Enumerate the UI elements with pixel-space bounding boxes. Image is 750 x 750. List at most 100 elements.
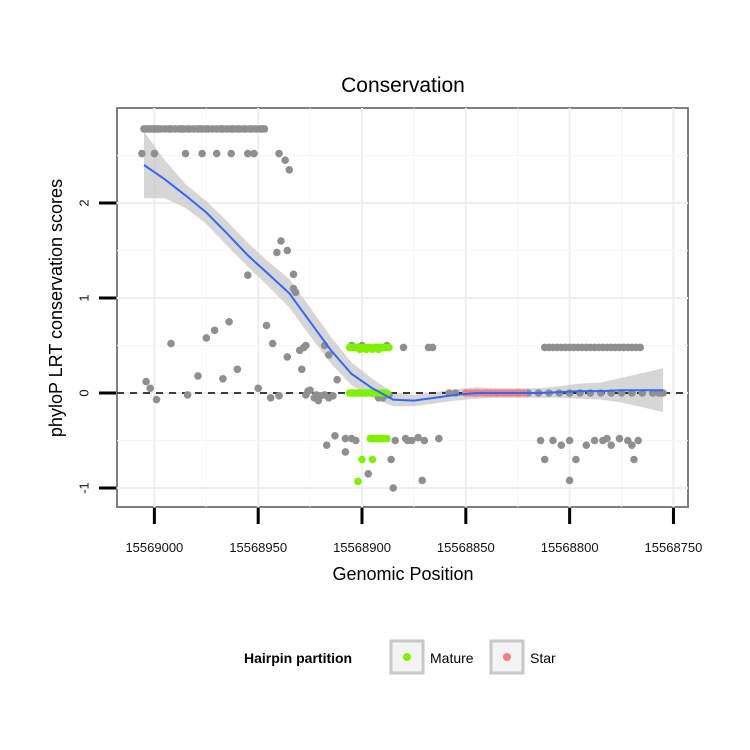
data-point-other bbox=[181, 149, 190, 158]
data-point-other bbox=[322, 441, 331, 450]
data-point-other bbox=[341, 448, 350, 456]
data-point-other bbox=[333, 375, 341, 384]
data-point-other bbox=[304, 387, 312, 395]
data-point-other bbox=[435, 434, 443, 443]
data-point-other bbox=[565, 436, 574, 445]
x-tick-label: 15568750 bbox=[645, 540, 703, 555]
data-point-other bbox=[289, 270, 298, 279]
data-point-other bbox=[582, 441, 591, 450]
data-point-other bbox=[283, 246, 292, 255]
data-point-other bbox=[414, 433, 422, 442]
legend-label-mature: Mature bbox=[430, 650, 474, 666]
data-point-other bbox=[233, 365, 242, 374]
data-point-other bbox=[146, 384, 154, 393]
data-point-other bbox=[549, 436, 557, 445]
y-tick-label: 2 bbox=[76, 199, 91, 206]
data-point-other bbox=[167, 339, 175, 348]
y-tick-label: -1 bbox=[76, 482, 91, 494]
data-point-other bbox=[283, 353, 292, 361]
y-tick-label: 1 bbox=[76, 294, 91, 301]
data-point-other bbox=[281, 156, 290, 164]
data-point-other bbox=[634, 436, 642, 445]
data-point-other bbox=[194, 372, 202, 380]
data-point-other bbox=[210, 326, 219, 335]
legend-label-star: Star bbox=[530, 650, 556, 666]
smooth-line bbox=[143, 164, 664, 402]
data-point-other bbox=[630, 455, 638, 464]
data-point-other bbox=[364, 470, 373, 478]
data-points-group bbox=[138, 125, 667, 492]
data-point-mature bbox=[383, 434, 391, 443]
data-point-other bbox=[260, 125, 269, 133]
data-point-other bbox=[536, 436, 545, 445]
data-point-other bbox=[399, 343, 408, 352]
data-point-other bbox=[291, 288, 300, 297]
data-point-other bbox=[590, 436, 599, 445]
legend-title: Hairpin partition bbox=[244, 650, 352, 666]
data-point-other bbox=[557, 441, 566, 450]
data-point-other bbox=[636, 343, 644, 352]
data-point-other bbox=[150, 149, 159, 158]
data-point-other bbox=[285, 166, 294, 174]
data-point-other bbox=[408, 436, 416, 445]
chart-title: Conservation bbox=[341, 74, 465, 97]
data-point-other bbox=[225, 318, 233, 326]
data-point-mature bbox=[385, 343, 393, 352]
legend-dot-mature bbox=[403, 653, 411, 661]
data-point-other bbox=[250, 149, 258, 158]
data-point-other bbox=[138, 149, 146, 158]
data-point-mature bbox=[358, 455, 366, 464]
legend: Hairpin partition Mature Star bbox=[244, 639, 556, 675]
data-point-other bbox=[387, 455, 395, 464]
data-point-other bbox=[212, 149, 221, 158]
confidence-band-group bbox=[144, 131, 664, 413]
data-point-other bbox=[273, 248, 281, 257]
data-point-other bbox=[268, 339, 277, 348]
data-point-other bbox=[142, 377, 150, 386]
data-point-other bbox=[219, 375, 227, 383]
confidence-band bbox=[144, 131, 664, 413]
data-point-other bbox=[603, 434, 611, 443]
data-point-other bbox=[389, 484, 398, 492]
y-axis-title: phyloP LRT conservation scores bbox=[46, 179, 66, 437]
x-tick-label: 15568800 bbox=[541, 540, 599, 555]
data-point-other bbox=[202, 334, 211, 342]
data-point-other bbox=[607, 441, 615, 450]
data-point-other bbox=[565, 476, 574, 485]
data-point-other bbox=[183, 391, 192, 399]
legend-dot-star bbox=[503, 653, 511, 661]
data-point-other bbox=[341, 434, 350, 443]
data-point-other bbox=[254, 384, 262, 393]
data-point-other bbox=[298, 365, 306, 374]
plot-border bbox=[116, 107, 689, 508]
data-point-other bbox=[302, 341, 310, 350]
data-point-other bbox=[391, 436, 400, 445]
y-axis: -1 0 1 2 bbox=[76, 199, 116, 494]
data-point-other bbox=[244, 149, 252, 158]
data-point-other bbox=[227, 149, 235, 158]
x-axis: 15569000 15568950 15568900 15568850 15568800… bbox=[125, 508, 702, 555]
y-tick-label: 0 bbox=[76, 389, 91, 396]
data-point-other bbox=[266, 394, 275, 402]
data-point-other bbox=[352, 436, 360, 445]
data-point-other bbox=[262, 321, 271, 330]
data-point-other bbox=[198, 149, 206, 158]
x-axis-title: Genomic Position bbox=[332, 564, 473, 584]
data-point-other bbox=[244, 271, 252, 280]
data-point-other bbox=[275, 392, 283, 400]
data-point-other bbox=[331, 432, 339, 440]
x-tick-label: 15568850 bbox=[437, 540, 495, 555]
data-point-other bbox=[314, 396, 323, 405]
x-tick-label: 15568950 bbox=[229, 540, 287, 555]
data-point-other bbox=[325, 351, 333, 359]
data-point-other bbox=[325, 394, 333, 402]
smooth-line-group bbox=[143, 164, 664, 402]
data-point-other bbox=[615, 434, 624, 443]
data-point-other bbox=[277, 237, 285, 245]
data-point-mature bbox=[354, 477, 362, 486]
data-point-other bbox=[428, 343, 437, 352]
data-point-other bbox=[572, 455, 580, 464]
data-point-other bbox=[628, 441, 636, 450]
data-point-other bbox=[152, 395, 161, 404]
